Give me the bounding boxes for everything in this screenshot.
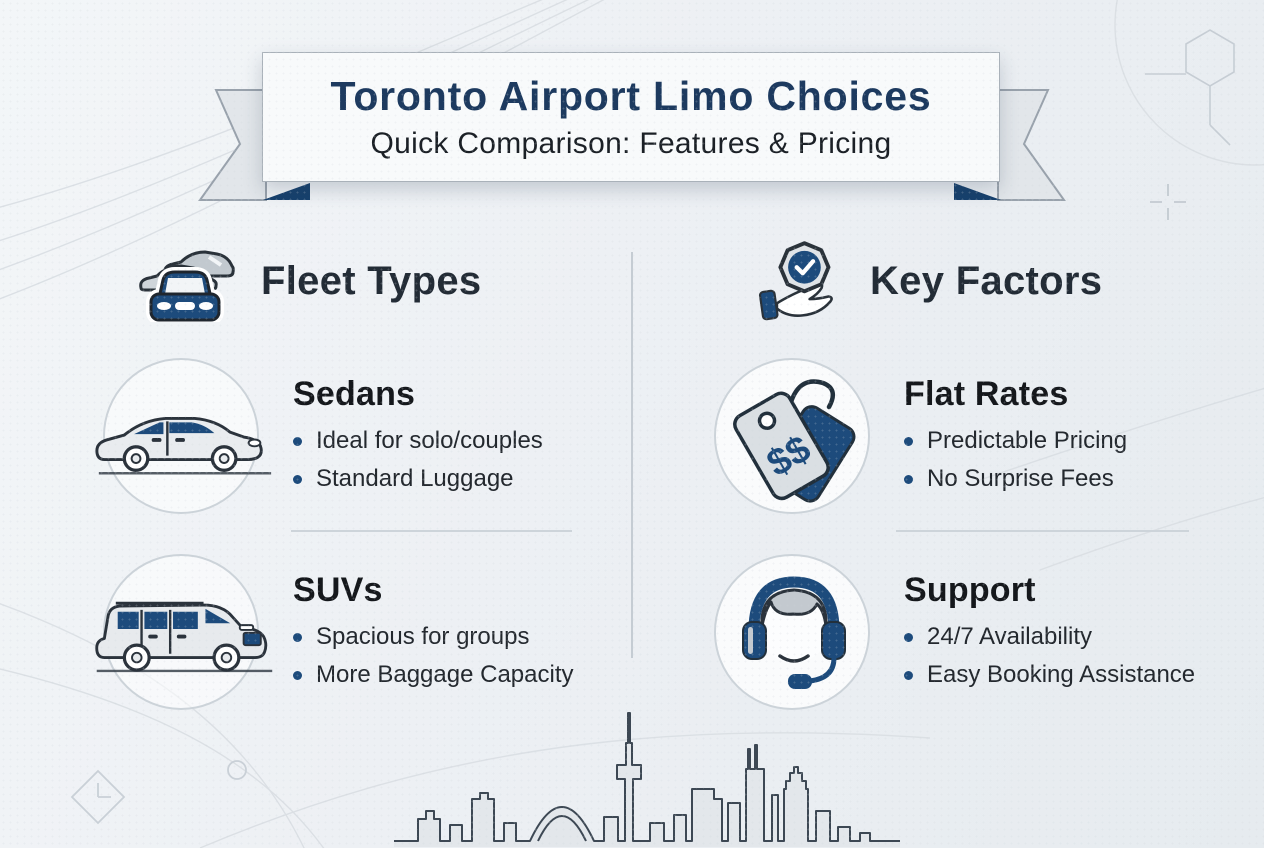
flat-rates-content: Flat Rates Predictable Pricing No Surpri… [904, 375, 1127, 498]
bullet-dot [904, 474, 913, 484]
support-content: Support 24/7 Availability Easy Booking A… [904, 571, 1195, 694]
fleet-types-title: Fleet Types [261, 258, 482, 303]
flat-rates-bullet-list: Predictable Pricing No Surprise Fees [904, 422, 1127, 498]
headset-agent-icon [742, 576, 846, 689]
bullet-item: More Baggage Capacity [293, 656, 573, 694]
suv-illustration [95, 601, 273, 673]
column-divider [631, 252, 633, 658]
bullet-text: Spacious for groups [316, 622, 530, 650]
bullet-text: Predictable Pricing [927, 426, 1128, 454]
bullet-item: Ideal for solo/couples [293, 422, 543, 460]
key-factors-column: Key Factors $$ Flat Rates [714, 238, 1219, 710]
plus-crosshair-decoration [1150, 184, 1186, 220]
bullet-item: Standard Luggage [293, 460, 543, 498]
sedan-side-illustration [95, 416, 272, 475]
page-title: Toronto Airport Limo Choices [330, 73, 932, 119]
key-factors-header: Key Factors [714, 238, 1219, 324]
support-bullet-list: 24/7 Availability Easy Booking Assistanc… [904, 618, 1195, 694]
hexagon-decoration [1145, 29, 1235, 146]
badge-check-hand-icon [758, 241, 833, 321]
bullet-text: More Baggage Capacity [316, 660, 574, 688]
bullet-item: Predictable Pricing [904, 422, 1127, 460]
bullet-text: Easy Booking Assistance [927, 660, 1196, 688]
bullet-text: 24/7 Availability [927, 622, 1092, 650]
bullet-dot [293, 670, 302, 680]
bullet-dot [904, 670, 913, 680]
key-factors-title: Key Factors [870, 258, 1103, 303]
sedans-card: Sedans Ideal for solo/couples Standard L… [95, 358, 608, 514]
suvs-card: SUVs Spacious for groups More Baggage Ca… [95, 554, 608, 710]
ribbon-fold-right [954, 183, 1001, 200]
ribbon-tail-right [997, 89, 1066, 201]
bullet-item: 24/7 Availability [904, 618, 1195, 656]
support-card: Support 24/7 Availability Easy Booking A… [714, 554, 1219, 710]
suvs-bullet-list: Spacious for groups More Baggage Capacit… [293, 618, 573, 694]
fleet-types-column: Fleet Types [95, 238, 608, 710]
bullet-item: Easy Booking Assistance [904, 656, 1195, 694]
factors-row-divider [896, 530, 1189, 532]
suvs-title: SUVs [293, 570, 383, 609]
page-subtitle: Quick Comparison: Features & Pricing [370, 127, 892, 160]
suv-icon-circle [95, 554, 273, 710]
flat-rates-icon-circle: $$ [714, 358, 870, 514]
sedan-icon-circle [95, 358, 272, 514]
fleet-types-header: Fleet Types [103, 238, 608, 324]
toronto-skyline-silhouette [394, 712, 900, 847]
fleet-row-divider [291, 530, 572, 532]
bullet-dot [293, 474, 302, 484]
bullet-text: No Surprise Fees [927, 464, 1114, 492]
bullet-item: Spacious for groups [293, 618, 573, 656]
bullet-dot [904, 632, 913, 642]
bullet-dot [293, 436, 302, 446]
bullet-text: Ideal for solo/couples [316, 426, 543, 454]
ribbon-tail-left [198, 89, 267, 201]
sedans-bullet-list: Ideal for solo/couples Standard Luggage [293, 422, 543, 498]
fleet-cars-icon [139, 250, 235, 322]
bullet-dot [293, 632, 302, 642]
flat-rates-title: Flat Rates [904, 374, 1069, 413]
sedans-title: Sedans [293, 374, 416, 413]
ribbon-fold-left [263, 183, 310, 200]
bullet-item: No Surprise Fees [904, 460, 1127, 498]
banner-panel: Toronto Airport Limo Choices Quick Compa… [262, 52, 1000, 182]
sedans-content: Sedans Ideal for solo/couples Standard L… [293, 375, 543, 498]
flat-rates-card: $$ Flat Rates Predictable Pricing No Sur… [714, 358, 1219, 514]
suvs-content: SUVs Spacious for groups More Baggage Ca… [293, 571, 573, 694]
support-title: Support [904, 570, 1036, 609]
bullet-text: Standard Luggage [316, 464, 514, 492]
diamond-decoration [70, 760, 247, 825]
support-icon-circle [714, 554, 870, 710]
bullet-dot [904, 436, 913, 446]
price-tags-icon: $$ [733, 379, 856, 503]
